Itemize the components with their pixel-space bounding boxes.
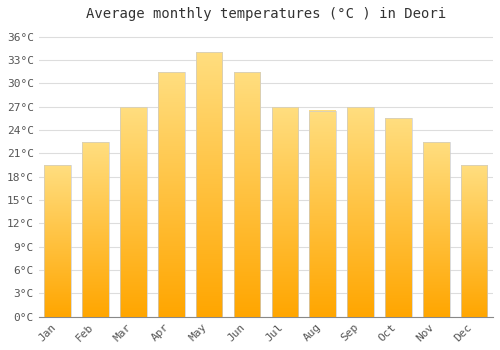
Bar [310,111,336,317]
Title: Average monthly temperatures (°C ) in Deori: Average monthly temperatures (°C ) in De… [86,7,446,21]
Bar [120,107,146,317]
Bar [82,142,109,317]
Bar [348,107,374,317]
Bar [158,72,184,317]
Bar [423,142,450,317]
Bar [196,52,222,317]
Bar [272,107,298,317]
Bar [461,165,487,317]
Bar [385,119,411,317]
Bar [44,165,71,317]
Bar [234,72,260,317]
